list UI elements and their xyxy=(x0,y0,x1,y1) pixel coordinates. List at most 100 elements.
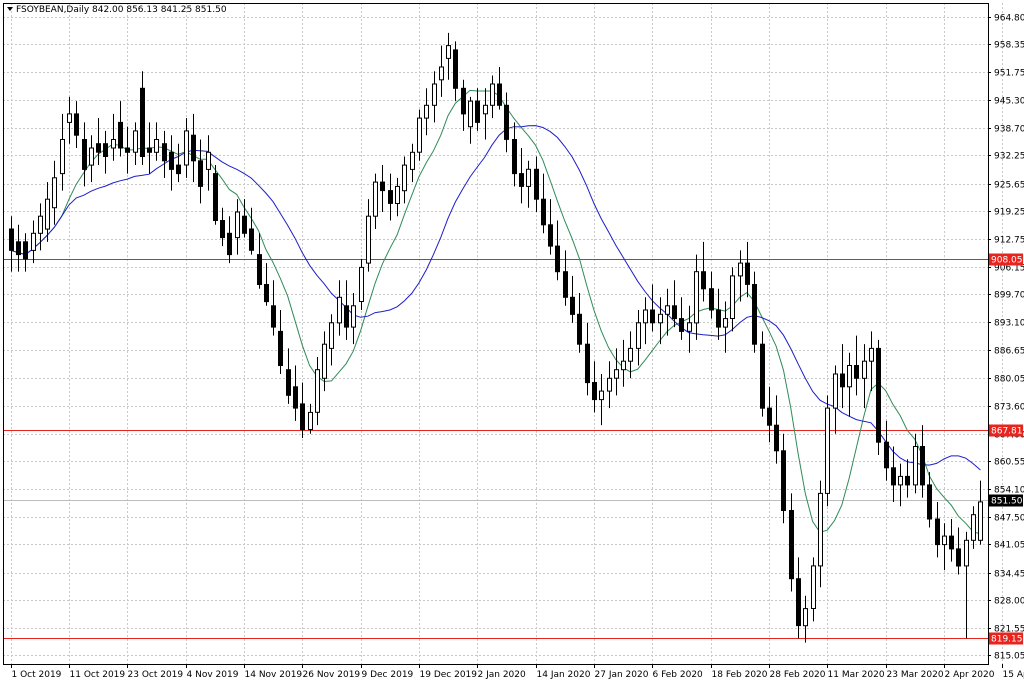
bear-candle xyxy=(520,174,524,187)
bear-candle xyxy=(921,447,925,485)
bull-candle xyxy=(39,216,43,233)
bull-candle xyxy=(972,515,976,541)
bear-candle xyxy=(294,387,298,408)
y-tick-label: 958.35 xyxy=(994,41,1024,51)
y-tick-label: 828.00 xyxy=(994,597,1024,607)
bear-candle xyxy=(790,511,794,579)
bull-candle xyxy=(360,267,364,301)
bear-candle xyxy=(535,169,539,199)
bear-candle xyxy=(163,144,167,161)
bear-candle xyxy=(228,233,232,254)
bear-candle xyxy=(855,366,859,379)
chart-header: FSOYBEAN,Daily 842.00 856.13 841.25 851.… xyxy=(7,5,227,15)
bear-candle xyxy=(221,221,225,238)
bull-candle xyxy=(112,140,116,149)
bear-candle xyxy=(782,451,786,511)
bull-candle xyxy=(433,84,437,105)
bull-candle xyxy=(330,323,334,349)
x-tick-label: 14 Nov 2019 xyxy=(245,670,303,680)
x-tick-label: 18 Feb 2020 xyxy=(712,670,768,680)
bear-candle xyxy=(272,306,276,327)
bear-candle xyxy=(265,285,269,302)
bear-candle xyxy=(957,549,961,566)
level-label: 819.15 xyxy=(991,635,1023,645)
x-tick-label: 28 Feb 2020 xyxy=(770,670,826,680)
bear-candle xyxy=(83,140,87,170)
bull-candle xyxy=(812,566,816,609)
y-tick-label: 847.50 xyxy=(994,514,1024,524)
bull-candle xyxy=(666,306,670,315)
bull-candle xyxy=(440,67,444,80)
bear-candle xyxy=(24,242,28,259)
bear-candle xyxy=(119,122,123,148)
bear-candle xyxy=(75,114,79,135)
bear-candle xyxy=(950,536,954,549)
y-tick-label: 893.10 xyxy=(994,319,1024,329)
bull-candle xyxy=(418,118,422,152)
bull-candle xyxy=(527,169,531,186)
bear-candle xyxy=(571,297,575,314)
bear-candle xyxy=(753,285,757,345)
bull-candle xyxy=(870,348,874,361)
y-tick-label: 860.55 xyxy=(994,458,1024,468)
bull-candle xyxy=(899,476,903,485)
bear-candle xyxy=(345,306,349,327)
y-tick-label: 925.65 xyxy=(994,181,1024,191)
bull-candle xyxy=(374,182,378,216)
bull-candle xyxy=(46,199,50,229)
bear-candle xyxy=(556,246,560,272)
bull-candle xyxy=(688,323,692,332)
bear-candle xyxy=(214,174,218,221)
bear-candle xyxy=(505,105,509,139)
bear-candle xyxy=(389,191,393,204)
x-tick-label: 19 Dec 2019 xyxy=(420,670,478,680)
bear-candle xyxy=(578,314,582,344)
x-tick-label: 26 Nov 2019 xyxy=(303,670,361,680)
y-tick-label: 964.80 xyxy=(994,14,1024,24)
bull-candle xyxy=(834,374,838,408)
bull-candle xyxy=(615,370,619,379)
bear-candle xyxy=(126,148,130,152)
bear-candle xyxy=(593,383,597,400)
x-tick-label: 9 Dec 2019 xyxy=(362,670,414,680)
bear-candle xyxy=(476,101,480,122)
bear-candle xyxy=(498,84,502,105)
bear-candle xyxy=(381,182,385,191)
level-label: 867.81 xyxy=(991,427,1023,437)
bear-candle xyxy=(542,199,546,225)
bear-candle xyxy=(148,148,152,152)
bull-candle xyxy=(236,212,240,238)
bear-candle xyxy=(928,485,932,519)
x-tick-label: 23 Oct 2019 xyxy=(128,670,184,680)
bear-candle xyxy=(454,50,458,88)
bear-candle xyxy=(199,161,203,187)
bull-candle xyxy=(411,152,415,169)
y-tick-label: 919.25 xyxy=(994,208,1024,218)
bull-candle xyxy=(396,186,400,203)
bull-candle xyxy=(352,306,356,327)
current-price-label: 851.50 xyxy=(991,497,1023,507)
bull-candle xyxy=(819,493,823,566)
bull-candle xyxy=(469,101,473,127)
y-tick-label: 938.70 xyxy=(994,125,1024,135)
bear-candle xyxy=(885,442,889,468)
bull-candle xyxy=(943,536,947,545)
y-tick-label: 834.45 xyxy=(994,570,1024,580)
bear-candle xyxy=(287,370,291,396)
bull-candle xyxy=(600,391,604,400)
bull-candle xyxy=(848,366,852,387)
y-tick-label: 912.75 xyxy=(994,236,1024,246)
bull-candle xyxy=(90,148,94,165)
bear-candle xyxy=(10,229,14,250)
bear-candle xyxy=(564,272,568,298)
ohlc-values: 842.00 856.13 841.25 851.50 xyxy=(92,5,227,15)
bear-candle xyxy=(301,404,305,430)
x-tick-label: 23 Mar 2020 xyxy=(887,670,944,680)
bear-candle xyxy=(170,152,174,169)
bull-candle xyxy=(608,378,612,391)
bear-candle xyxy=(586,344,590,382)
bear-candle xyxy=(250,229,254,250)
bear-candle xyxy=(279,331,283,365)
